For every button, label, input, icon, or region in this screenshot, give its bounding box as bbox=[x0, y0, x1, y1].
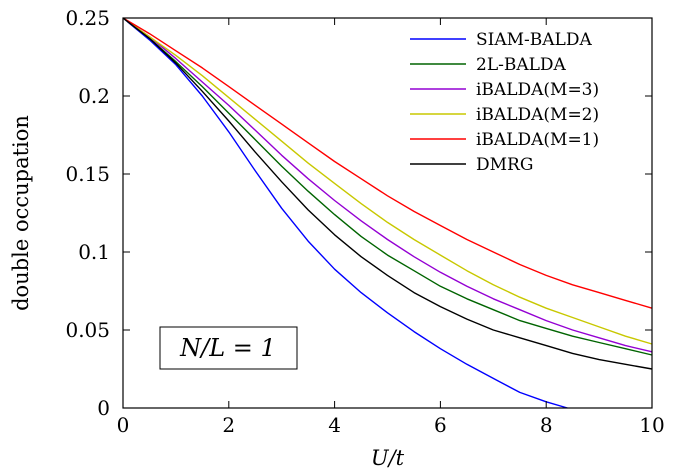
legend-label-1: 2L-BALDA bbox=[476, 55, 567, 75]
axis-ticks bbox=[122, 17, 653, 409]
legend-label-0: SIAM-BALDA bbox=[476, 30, 592, 50]
plot-frame bbox=[122, 17, 653, 409]
legend: SIAM-BALDA 2L-BALDA iBALDA(M=3) iBALDA(M=2)… bbox=[410, 30, 599, 175]
series-line-5 bbox=[122, 17, 653, 370]
x-tick-label: 6 bbox=[434, 413, 447, 437]
y-axis-label: double occupation bbox=[9, 115, 33, 311]
series-layer bbox=[122, 17, 653, 409]
annotation-frame bbox=[159, 326, 298, 370]
x-axis-label: U/t bbox=[371, 446, 405, 470]
series-line-1 bbox=[122, 17, 653, 356]
y-tick-label: 0.05 bbox=[65, 318, 110, 342]
y-tick-label: 0.15 bbox=[65, 162, 110, 186]
legend-label-2: iBALDA(M=3) bbox=[476, 80, 599, 100]
y-tick-label: 0.2 bbox=[78, 84, 110, 108]
series-line-3 bbox=[122, 17, 653, 345]
legend-label-4: iBALDA(M=1) bbox=[476, 130, 599, 150]
annotation-box: N/L = 1 bbox=[159, 326, 298, 370]
x-tick-label: 2 bbox=[222, 413, 235, 437]
series-line-4 bbox=[122, 17, 653, 309]
x-tick-label: 4 bbox=[328, 413, 341, 437]
y-tick-label: 0 bbox=[97, 396, 110, 420]
legend-label-5: DMRG bbox=[476, 155, 533, 175]
legend-label-3: iBALDA(M=2) bbox=[476, 105, 599, 125]
annotation-text: N/L = 1 bbox=[179, 334, 276, 362]
x-tick-label: 8 bbox=[540, 413, 553, 437]
x-tick-label: 0 bbox=[117, 413, 130, 437]
series-line-2 bbox=[122, 17, 653, 353]
x-tick-label: 10 bbox=[639, 413, 664, 437]
axis-tick-labels: 0 2 4 6 8 10 0 0.05 0.1 0.15 0.2 0.25 bbox=[65, 6, 664, 437]
series-line-0 bbox=[122, 17, 568, 409]
y-tick-label: 0.1 bbox=[78, 240, 110, 264]
y-tick-label: 0.25 bbox=[65, 6, 110, 30]
